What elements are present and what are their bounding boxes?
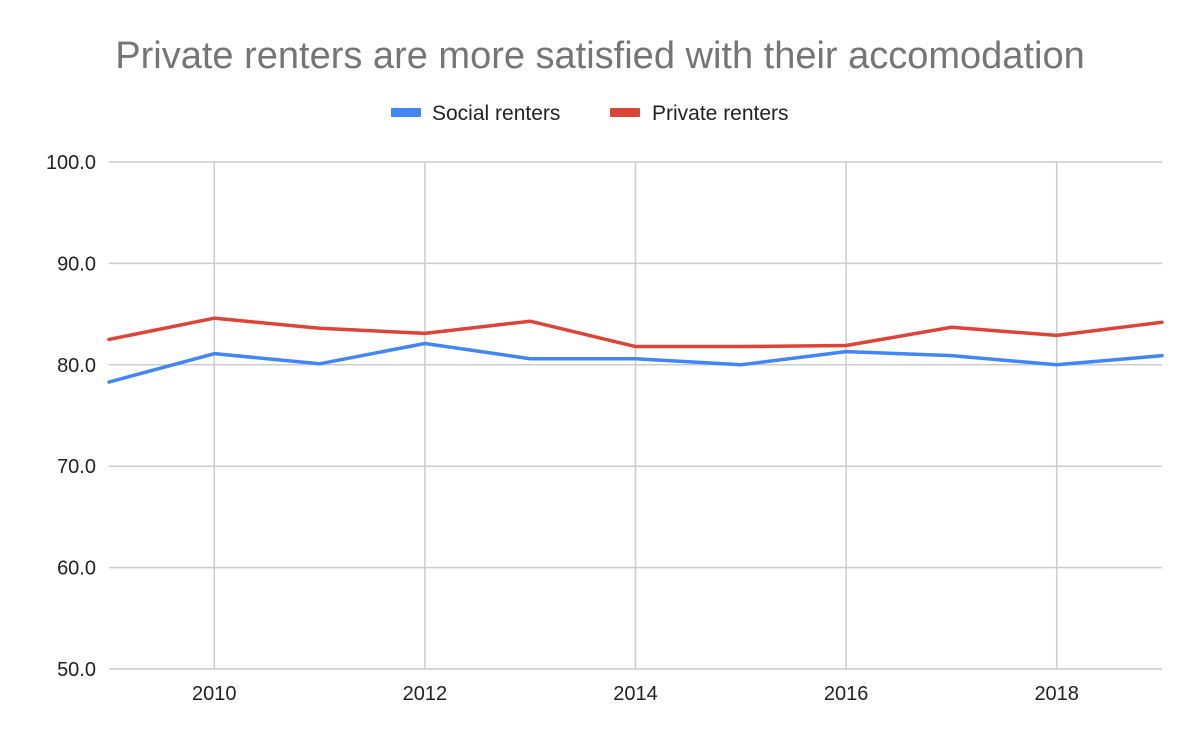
data-point-social-renters-2010[interactable]: Social renters 2010: 81.1 [210, 350, 218, 358]
data-point-social-renters-2013[interactable]: Social renters 2013: 80.6 [526, 355, 534, 363]
data-point-social-renters-2012[interactable]: Social renters 2012: 82.1 [421, 340, 429, 348]
x-tick-label-2010: 2010 [192, 683, 237, 705]
data-point-social-renters-2018[interactable]: Social renters 2018: 80 [1053, 361, 1061, 369]
x-tick-label-2014: 2014 [613, 683, 658, 705]
legend-item-private-renters[interactable]: Private renters [610, 102, 789, 125]
data-point-private-renters-2013[interactable]: Private renters 2013: 84.3 [526, 317, 534, 325]
data-point-private-renters-2012[interactable]: Private renters 2012: 83.1 [421, 329, 429, 337]
y-tick-label-90-0: 90.0 [57, 253, 96, 275]
data-point-private-renters-2009[interactable]: Private renters 2009: 82.5 [105, 335, 113, 343]
series-social-renters: Social renters 2009: 78.3 Social renters … [105, 340, 1166, 386]
data-point-social-renters-2017[interactable]: Social renters 2017: 80.9 [947, 352, 955, 360]
data-point-private-renters-2019[interactable]: Private renters 2019: 84.2 [1158, 318, 1166, 326]
legend-label-social-renters: Social renters [432, 102, 560, 125]
legend-item-social-renters[interactable]: Social renters [391, 102, 560, 125]
x-tick-label-2016: 2016 [824, 683, 869, 705]
data-point-private-renters-2015[interactable]: Private renters 2015: 81.8 [737, 343, 745, 351]
series-line-social-renters [107, 341, 1164, 384]
legend-label-private-renters: Private renters [652, 102, 789, 125]
data-point-social-renters-2019[interactable]: Social renters 2019: 80.9 [1158, 352, 1166, 360]
x-tick-label-2012: 2012 [403, 683, 448, 705]
series-line-private-renters [107, 316, 1164, 349]
data-point-private-renters-2011[interactable]: Private renters 2011: 83.6 [316, 324, 324, 332]
y-tick-label-70-0: 70.0 [57, 456, 96, 478]
x-tick-label-2018: 2018 [1034, 683, 1079, 705]
y-tick-label-50-0: 50.0 [57, 659, 96, 681]
data-point-social-renters-2011[interactable]: Social renters 2011: 80.1 [316, 360, 324, 368]
data-point-social-renters-2014[interactable]: Social renters 2014: 80.6 [632, 355, 640, 363]
data-point-private-renters-2010[interactable]: Private renters 2010: 84.6 [210, 314, 218, 322]
series-private-renters: Private renters 2009: 82.5 Private renter… [105, 314, 1166, 351]
grid-lines [109, 161, 1162, 670]
data-point-social-renters-2009[interactable]: Social renters 2009: 78.3 [105, 378, 113, 386]
y-tick-label-100-0: 100.0 [46, 152, 96, 174]
data-point-private-renters-2018[interactable]: Private renters 2018: 82.9 [1053, 331, 1061, 339]
y-tick-label-60-0: 60.0 [57, 558, 96, 580]
chart-title: Private renters are more satisfied with … [115, 35, 1084, 77]
data-point-private-renters-2016[interactable]: Private renters 2016: 81.9 [842, 342, 850, 350]
y-axis-ticks: 100.0 90.0 80.0 70.0 60.0 50.0 [46, 152, 96, 681]
data-point-private-renters-2017[interactable]: Private renters 2017: 83.7 [947, 323, 955, 331]
legend-swatch-private-renters [610, 108, 640, 117]
series-lines: Social renters 2009: 78.3 Social renters … [105, 314, 1166, 386]
y-tick-label-80-0: 80.0 [57, 355, 96, 377]
data-point-private-renters-2014[interactable]: Private renters 2014: 81.8 [632, 343, 640, 351]
x-axis-ticks: 2010 2012 2014 2016 2018 [192, 683, 1079, 705]
chart-legend: Social renters Private renters [391, 102, 789, 125]
legend-swatch-social-renters [391, 108, 421, 117]
data-point-social-renters-2015[interactable]: Social renters 2015: 80 [737, 361, 745, 369]
